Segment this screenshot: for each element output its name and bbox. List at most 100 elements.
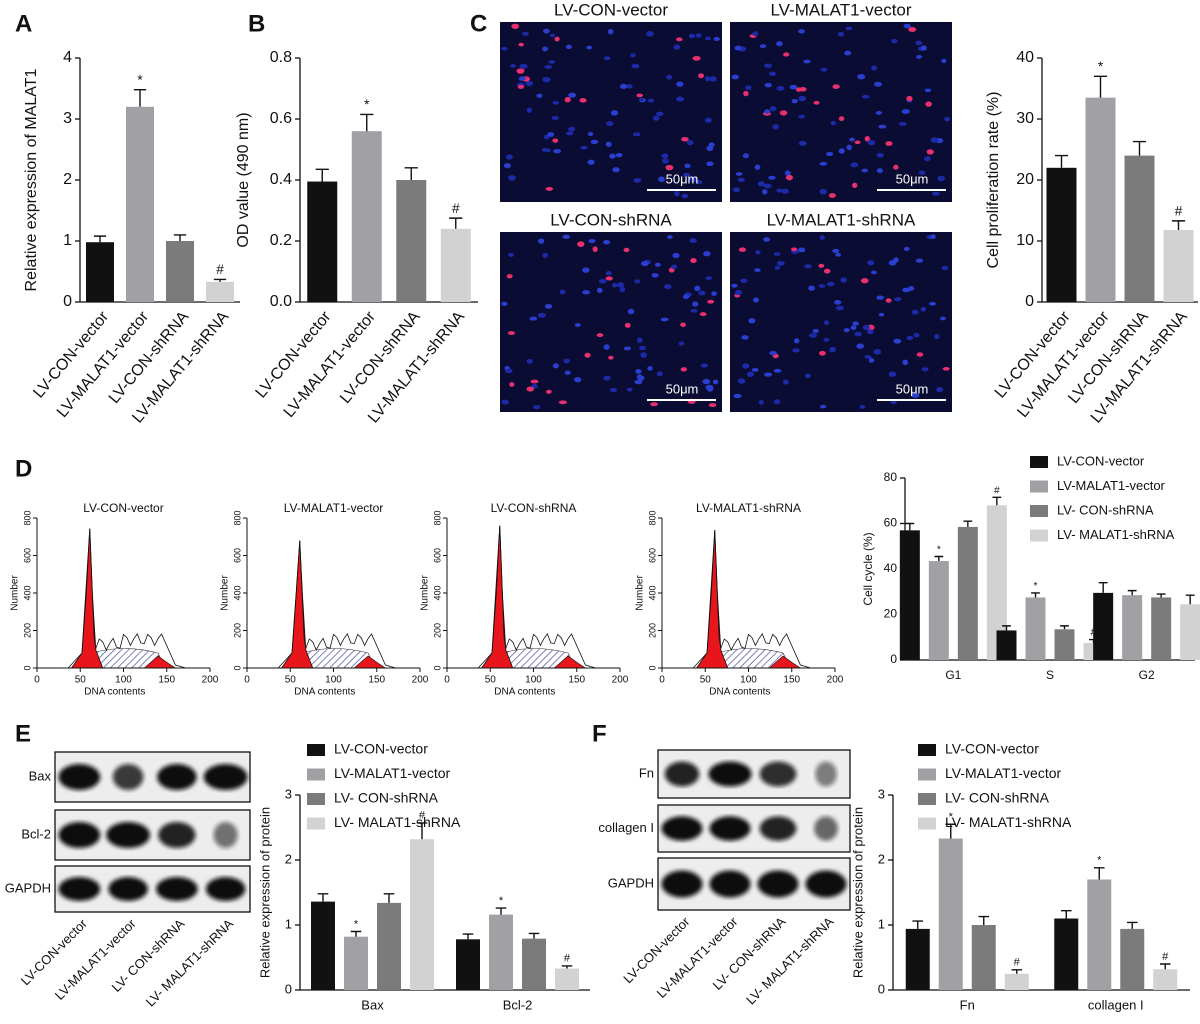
x-tick-label: Fn [960, 997, 975, 1012]
blot-lane-label: LV- MALAT1-shRNA [743, 914, 837, 1008]
legend-swatch [918, 768, 936, 781]
flow-outline [477, 525, 596, 669]
error-bar [1159, 963, 1171, 970]
bar [311, 901, 335, 990]
flow-x-tick-label: 100 [740, 675, 757, 686]
bar [905, 928, 930, 990]
blot-strip [657, 804, 851, 853]
error-bar [404, 167, 418, 180]
bar [1087, 879, 1112, 990]
scale-bar-label: 50μm [666, 171, 699, 186]
error-bar [1093, 867, 1105, 880]
legend-label: LV- CON-shRNA [1057, 502, 1154, 517]
panel-letter: A [15, 10, 32, 37]
flow-y-tick-label: 200 [432, 623, 442, 638]
blot-row-label: Fn [639, 765, 654, 780]
blot-strip [54, 865, 251, 913]
bar [206, 281, 234, 302]
x-tick-label: LV-CON-vector [253, 308, 335, 402]
significance-mark: * [949, 811, 954, 823]
blot-row-label: GAPDH [5, 880, 51, 895]
flow-outline [692, 529, 811, 669]
bar [928, 561, 949, 660]
legend-swatch [1030, 529, 1048, 542]
error-bar [93, 235, 107, 243]
flow-x-tick-label: 0 [444, 675, 450, 686]
scale-bar-label: 50μm [896, 171, 929, 186]
flow-x-tick-label: 100 [525, 675, 542, 686]
error-bar [173, 234, 187, 241]
flow-y-tick-label: 800 [432, 510, 442, 525]
significance-mark: # [1175, 204, 1183, 219]
y-tick-label: 10 [1016, 232, 1034, 249]
x-tick-label: S [1046, 668, 1054, 682]
error-bar [1185, 594, 1195, 605]
y-tick-label: 0 [63, 293, 72, 310]
flow-x-tick-label: 100 [115, 675, 132, 686]
flow-title: LV-MALAT1-vector [284, 501, 384, 515]
y-tick-label: 20 [1016, 171, 1034, 188]
flow-title: LV-CON-vector [83, 501, 163, 515]
y-axis-label: OD value (490 nm) [235, 112, 252, 247]
flow-x-tick-label: 200 [827, 675, 844, 686]
significance-mark: * [499, 895, 504, 907]
significance-mark: * [137, 73, 143, 88]
error-bar [1127, 589, 1137, 596]
bar [1122, 595, 1143, 660]
bar [1054, 918, 1079, 990]
micrograph-title: LV-MALAT1-shRNA [767, 210, 916, 229]
blot-row-label: collagen I [598, 820, 654, 835]
micrograph [730, 22, 952, 202]
bar [1163, 230, 1194, 302]
bar [971, 925, 996, 990]
error-bar [1126, 921, 1138, 929]
error-bar [1031, 592, 1040, 598]
significance-mark: * [354, 918, 359, 930]
x-tick-label: Bcl-2 [503, 997, 533, 1012]
flow-y-tick-label: 400 [22, 585, 32, 600]
flow-y-tick-label: 200 [232, 623, 242, 638]
legend-swatch [307, 793, 325, 805]
bar [456, 939, 480, 990]
bar [1054, 629, 1075, 660]
legend-label: LV- CON-shRNA [334, 790, 439, 806]
y-tick-label: 0.0 [270, 293, 292, 310]
flow-y-tick-label: 800 [647, 510, 657, 525]
y-tick-label: 1 [878, 916, 885, 931]
error-bar [462, 933, 474, 940]
flow-y-label: Number [220, 575, 231, 611]
flow-y-label: Number [420, 575, 431, 611]
flow-y-tick-label: 600 [647, 548, 657, 563]
blot-lane-label: LV- MALAT1-shRNA [143, 916, 237, 1010]
significance-mark: * [937, 545, 941, 556]
y-tick-label: 4 [63, 49, 72, 66]
flow-g1-peak [280, 540, 314, 669]
error-bar [360, 113, 374, 132]
y-tick-label: 0.4 [270, 171, 292, 188]
bar [996, 630, 1017, 660]
x-tick-label: collagen I [1088, 997, 1144, 1012]
bar [1124, 155, 1155, 302]
y-tick-label: 0.2 [270, 232, 292, 249]
flow-x-label: DNA contents [709, 687, 770, 698]
error-bar [1132, 140, 1147, 156]
flow-x-tick-label: 0 [34, 675, 40, 686]
bar [1093, 592, 1114, 660]
error-bar [317, 893, 329, 902]
y-tick-label: 3 [63, 110, 72, 127]
legend-label: LV-MALAT1-vector [1057, 478, 1166, 493]
bar [377, 902, 401, 990]
y-axis-label: Relative expression of MALAT1 [23, 68, 40, 291]
legend-swatch [918, 817, 936, 830]
bar [1004, 973, 1029, 990]
error-bar [213, 278, 227, 282]
scale-bar-label: 50μm [666, 381, 699, 396]
flow-g1-peak [695, 529, 729, 669]
flow-y-tick-label: 200 [22, 623, 32, 638]
y-tick-label: 0.6 [270, 110, 292, 127]
flow-x-tick-label: 200 [202, 675, 219, 686]
y-tick-label: 2 [878, 851, 885, 866]
flow-y-tick-label: 400 [432, 585, 442, 600]
error-bar [383, 893, 395, 903]
bar [938, 838, 963, 990]
